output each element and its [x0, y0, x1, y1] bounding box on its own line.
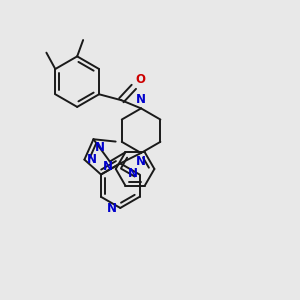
Text: N: N	[95, 141, 105, 154]
Text: N: N	[87, 153, 97, 166]
Text: N: N	[136, 93, 146, 106]
Text: O: O	[135, 73, 145, 86]
Text: N: N	[103, 160, 113, 173]
Text: N: N	[107, 202, 117, 215]
Text: N: N	[128, 167, 137, 180]
Text: N: N	[136, 155, 146, 168]
